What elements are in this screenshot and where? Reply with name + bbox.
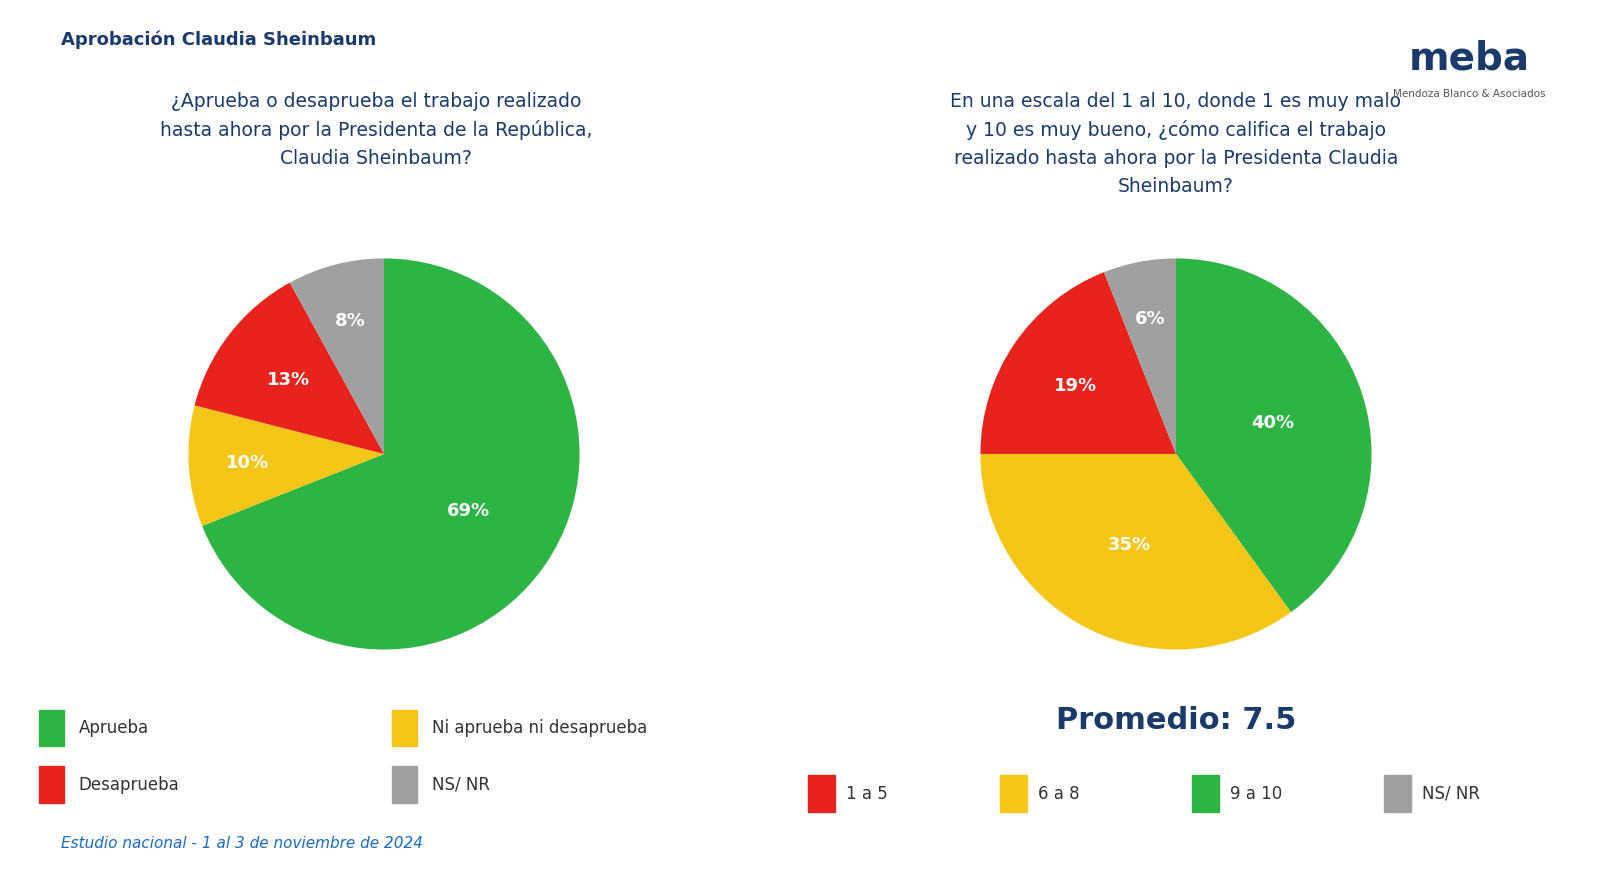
Text: 13%: 13% [267, 371, 310, 388]
Wedge shape [981, 272, 1176, 454]
Text: 9 a 10: 9 a 10 [1230, 785, 1282, 802]
Text: Ni aprueba ni desaprueba: Ni aprueba ni desaprueba [432, 718, 646, 737]
Text: meba: meba [1408, 39, 1530, 78]
Text: 8%: 8% [334, 313, 365, 330]
Bar [38, 766, 64, 803]
Text: 10%: 10% [226, 454, 269, 471]
Wedge shape [189, 405, 384, 526]
Text: Desaprueba: Desaprueba [78, 775, 179, 794]
Text: 69%: 69% [446, 502, 490, 520]
Bar [808, 775, 835, 812]
Bar [392, 766, 418, 803]
Text: 35%: 35% [1109, 535, 1152, 553]
Wedge shape [1104, 258, 1176, 454]
Text: NS/ NR: NS/ NR [1422, 785, 1480, 802]
Text: 6%: 6% [1134, 311, 1166, 328]
Wedge shape [202, 258, 579, 650]
Text: Aprueba: Aprueba [78, 718, 149, 737]
Text: En una escala del 1 al 10, donde 1 es muy malo
y 10 es muy bueno, ¿cómo califica: En una escala del 1 al 10, donde 1 es mu… [950, 92, 1402, 196]
Text: NS/ NR: NS/ NR [432, 775, 490, 794]
Text: Promedio: 7.5: Promedio: 7.5 [1056, 705, 1296, 735]
Text: 6 a 8: 6 a 8 [1038, 785, 1080, 802]
Text: ¿Aprueba o desaprueba el trabajo realizado
hasta ahora por la Presidenta de la R: ¿Aprueba o desaprueba el trabajo realiza… [160, 92, 592, 168]
Text: 19%: 19% [1054, 377, 1098, 395]
Bar [392, 710, 418, 746]
Wedge shape [1176, 258, 1371, 612]
Text: Aprobación Claudia Sheinbaum: Aprobación Claudia Sheinbaum [61, 31, 376, 49]
Text: Estudio nacional - 1 al 3 de noviembre de 2024: Estudio nacional - 1 al 3 de noviembre d… [61, 836, 422, 851]
Bar [1384, 775, 1411, 812]
Bar [1000, 775, 1027, 812]
Text: 1 a 5: 1 a 5 [846, 785, 888, 802]
Bar [38, 710, 64, 746]
Text: 40%: 40% [1251, 414, 1294, 431]
Wedge shape [290, 258, 384, 454]
Wedge shape [981, 454, 1291, 650]
Text: Mendoza Blanco & Asociados: Mendoza Blanco & Asociados [1392, 89, 1546, 99]
Wedge shape [195, 283, 384, 454]
Bar [1192, 775, 1219, 812]
